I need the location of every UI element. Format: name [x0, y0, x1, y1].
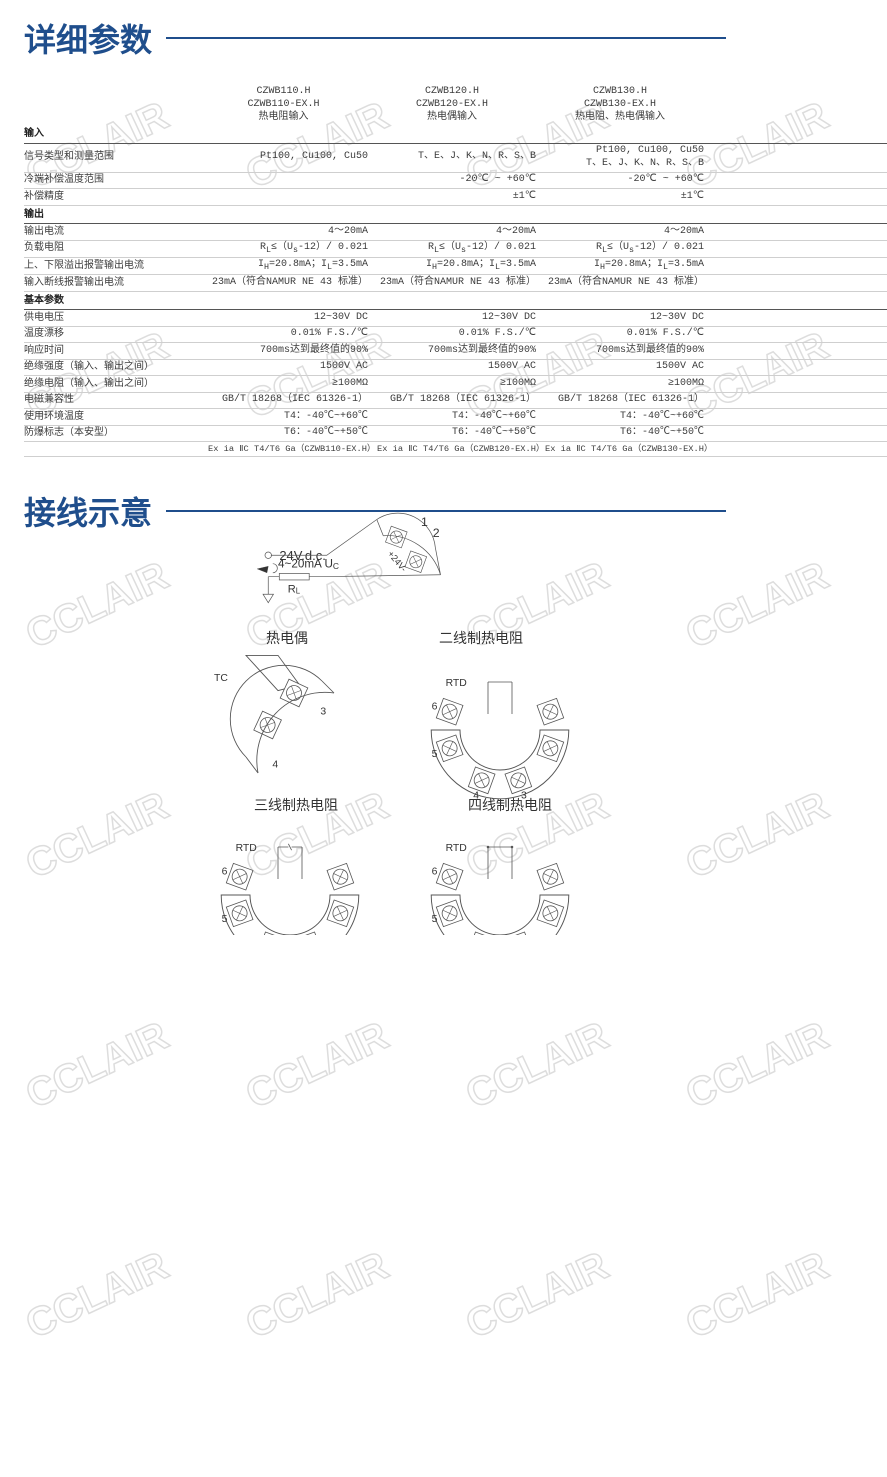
- svg-text:RTD: RTD: [446, 843, 467, 854]
- svg-text:5: 5: [222, 914, 228, 925]
- svg-text:5: 5: [432, 749, 438, 760]
- svg-text:6: 6: [222, 866, 228, 877]
- svg-text:5: 5: [432, 914, 438, 925]
- svg-text:4: 4: [272, 759, 278, 770]
- svg-text:四线制热电阻: 四线制热电阻: [468, 797, 552, 813]
- svg-text:3: 3: [320, 707, 326, 718]
- svg-text:RTD: RTD: [236, 843, 257, 854]
- svg-text:RTD: RTD: [446, 678, 467, 689]
- svg-text:三线制热电阻: 三线制热电阻: [254, 797, 338, 813]
- svg-text:6: 6: [432, 866, 438, 877]
- svg-text:1: 1: [421, 515, 428, 529]
- svg-text:4~20mA UC: 4~20mA UC: [278, 558, 339, 571]
- svg-text:3: 3: [521, 791, 527, 802]
- svg-text:热电偶: 热电偶: [266, 630, 308, 646]
- svg-text:二线制热电阻: 二线制热电阻: [439, 630, 523, 646]
- svg-text:TC: TC: [214, 673, 228, 684]
- svg-text:2: 2: [433, 526, 440, 540]
- svg-text:RL: RL: [288, 583, 301, 595]
- svg-text:6: 6: [432, 701, 438, 712]
- svg-text:+24V-: +24V-: [386, 549, 409, 574]
- svg-text:4: 4: [473, 791, 479, 802]
